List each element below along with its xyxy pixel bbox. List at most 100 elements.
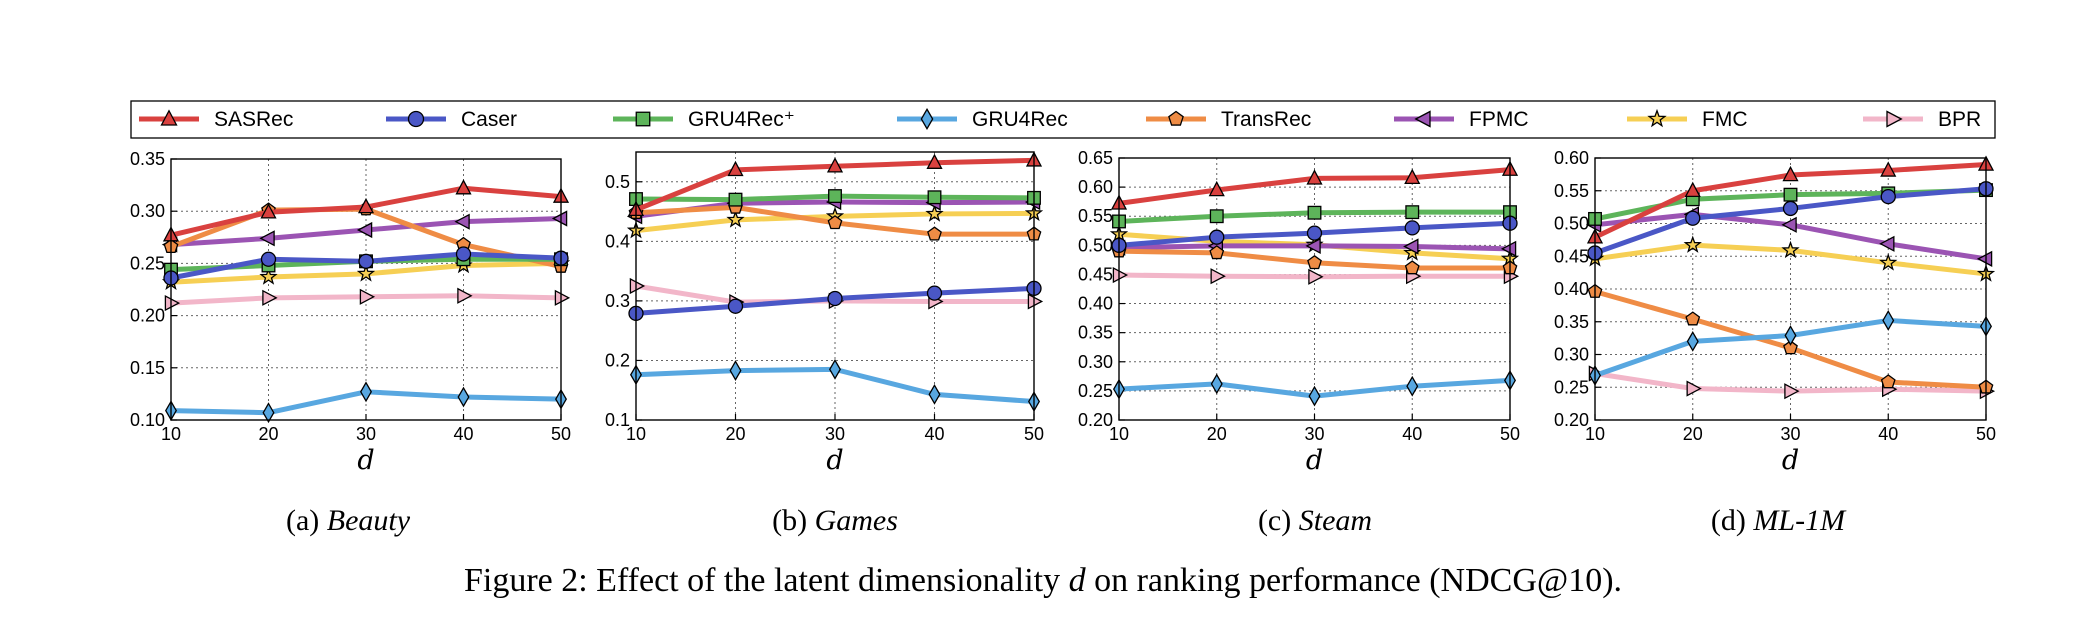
plot-frame-beauty xyxy=(170,158,562,421)
data-point-gru4rec xyxy=(457,386,470,408)
data-point-bpr xyxy=(1027,293,1044,310)
series-gru4rec xyxy=(1112,370,1517,407)
data-point-sasrec xyxy=(357,197,375,214)
plot-frame-games xyxy=(635,151,1035,421)
x-tick-label: 40 xyxy=(453,424,473,444)
data-point-bpr xyxy=(262,289,278,306)
data-point-sasrec xyxy=(926,153,943,169)
caption-text-before: Figure 2: Effect of the latent dimension… xyxy=(463,562,1069,599)
y-tick-label: 0.4 xyxy=(605,231,630,251)
data-point-bpr xyxy=(1308,268,1324,285)
y-tick-label: 0.45 xyxy=(1078,264,1113,284)
y-tick-label: 0.3 xyxy=(605,291,630,311)
legend-entry-gru4rec-plus: GRU4Rec⁺ xyxy=(613,108,795,131)
y-tick-label: 0.35 xyxy=(1078,323,1113,343)
data-point-sasrec xyxy=(1782,165,1799,182)
subcaption-b-dataset: Games xyxy=(814,504,898,537)
data-point-fpmc xyxy=(1976,250,1993,267)
data-point-caser xyxy=(260,251,277,267)
series-gru4rec-plus xyxy=(629,189,1041,207)
y-tick-label: 0.15 xyxy=(130,358,165,378)
data-point-caser xyxy=(926,285,943,301)
data-point-caser xyxy=(727,298,744,314)
data-point-sasrec xyxy=(727,160,744,177)
data-point-gru4rec xyxy=(828,358,842,380)
data-point-sasrec xyxy=(826,157,844,173)
data-point-gru4rec-plus xyxy=(1783,187,1798,202)
legend-marker-fpmc xyxy=(1414,110,1431,128)
subcaption-d: (d) ML-1M xyxy=(1711,504,1845,538)
subcaption-d-dataset: ML-1M xyxy=(1753,504,1846,537)
data-point-transrec xyxy=(1307,254,1322,270)
x-tick-label: 20 xyxy=(1683,424,1703,444)
x-tick-label: 50 xyxy=(1976,424,1996,444)
data-point-fpmc xyxy=(356,221,373,239)
data-point-gru4rec-plus xyxy=(1307,205,1322,220)
data-point-gru4rec-plus xyxy=(927,190,942,205)
data-point-caser xyxy=(358,253,374,269)
data-point-gru4rec xyxy=(729,360,742,381)
chart-steam: 0.20 0.25 0.30 0.35 0.40 0.45 0.50 0.55 0.60 0.65… xyxy=(1078,148,1520,476)
legend-entry-fmc: FMC xyxy=(1627,108,1748,131)
legend-marker-bpr xyxy=(1886,110,1903,128)
subcaption-d-label: (d) xyxy=(1710,504,1746,537)
data-point-gru4rec xyxy=(262,402,275,424)
legend-label-sasrec: SASRec xyxy=(214,108,293,131)
data-point-fmc xyxy=(1683,235,1702,253)
x-tick-label: 20 xyxy=(725,424,745,444)
subcaption-a-dataset: Beauty xyxy=(326,504,411,537)
data-point-sasrec xyxy=(455,179,472,195)
data-point-fpmc xyxy=(1403,238,1419,255)
plot-frame-steam xyxy=(1118,157,1511,421)
data-point-transrec xyxy=(1685,311,1701,326)
data-point-transrec xyxy=(1783,340,1798,355)
legend-label-bpr: BPR xyxy=(1938,108,1981,131)
x-tick-label: 50 xyxy=(551,424,571,444)
legend-marker-fmc xyxy=(1647,108,1667,128)
data-point-gru4rec-plus xyxy=(1405,205,1420,220)
data-point-caser xyxy=(1209,229,1225,245)
legend-label-transrec: TransRec xyxy=(1221,108,1311,131)
legend-label-fmc: FMC xyxy=(1702,108,1748,131)
data-point-sasrec xyxy=(260,203,277,219)
series-caser xyxy=(1111,215,1518,253)
data-point-caser xyxy=(1404,220,1420,236)
y-tick-label: 0.35 xyxy=(130,149,165,169)
x-tick-label: 10 xyxy=(1585,424,1605,444)
figure-caption: Figure 2: Effect of the latent dimension… xyxy=(0,562,2086,600)
data-point-sasrec xyxy=(1306,169,1323,185)
data-point-caser xyxy=(455,246,472,262)
data-point-bpr xyxy=(1784,383,1800,400)
legend-entry-fpmc: FPMC xyxy=(1394,108,1529,131)
x-tick-label: 30 xyxy=(825,424,845,444)
data-point-bpr xyxy=(1112,266,1129,284)
legend-entry-gru4rec: GRU4Rec xyxy=(897,107,1068,131)
data-point-transrec xyxy=(1404,260,1420,275)
data-point-gru4rec xyxy=(928,383,941,405)
legend-label-gru4rec-plus: GRU4Rec⁺ xyxy=(688,108,795,131)
data-point-fpmc xyxy=(1879,235,1895,252)
legend-marker-gru4rec-plus xyxy=(635,111,651,127)
data-point-caser xyxy=(1880,188,1896,205)
series-gru4rec xyxy=(164,381,568,424)
data-point-transrec xyxy=(827,215,843,230)
y-tick-label: 0.55 xyxy=(1078,206,1113,226)
y-tick-label: 0.35 xyxy=(1554,312,1589,332)
legend-marker-sasrec xyxy=(160,109,178,126)
data-point-bpr xyxy=(1686,380,1702,397)
series-group-beauty xyxy=(161,179,571,424)
x-tick-label: 40 xyxy=(1402,424,1422,444)
data-point-gru4rec-plus xyxy=(1209,209,1224,224)
data-point-fmc xyxy=(356,264,376,282)
data-point-transrec xyxy=(1880,374,1896,389)
data-point-gru4rec xyxy=(1882,310,1895,331)
y-tick-label: 0.10 xyxy=(130,410,165,430)
caption-variable: d xyxy=(1068,562,1086,599)
y-tick-label: 0.1 xyxy=(605,410,630,430)
subcaption-b: (b) Games xyxy=(772,504,898,538)
y-tick-label: 0.5 xyxy=(605,172,630,192)
series-bpr xyxy=(1112,266,1520,285)
y-tick-label: 0.60 xyxy=(1554,148,1589,168)
